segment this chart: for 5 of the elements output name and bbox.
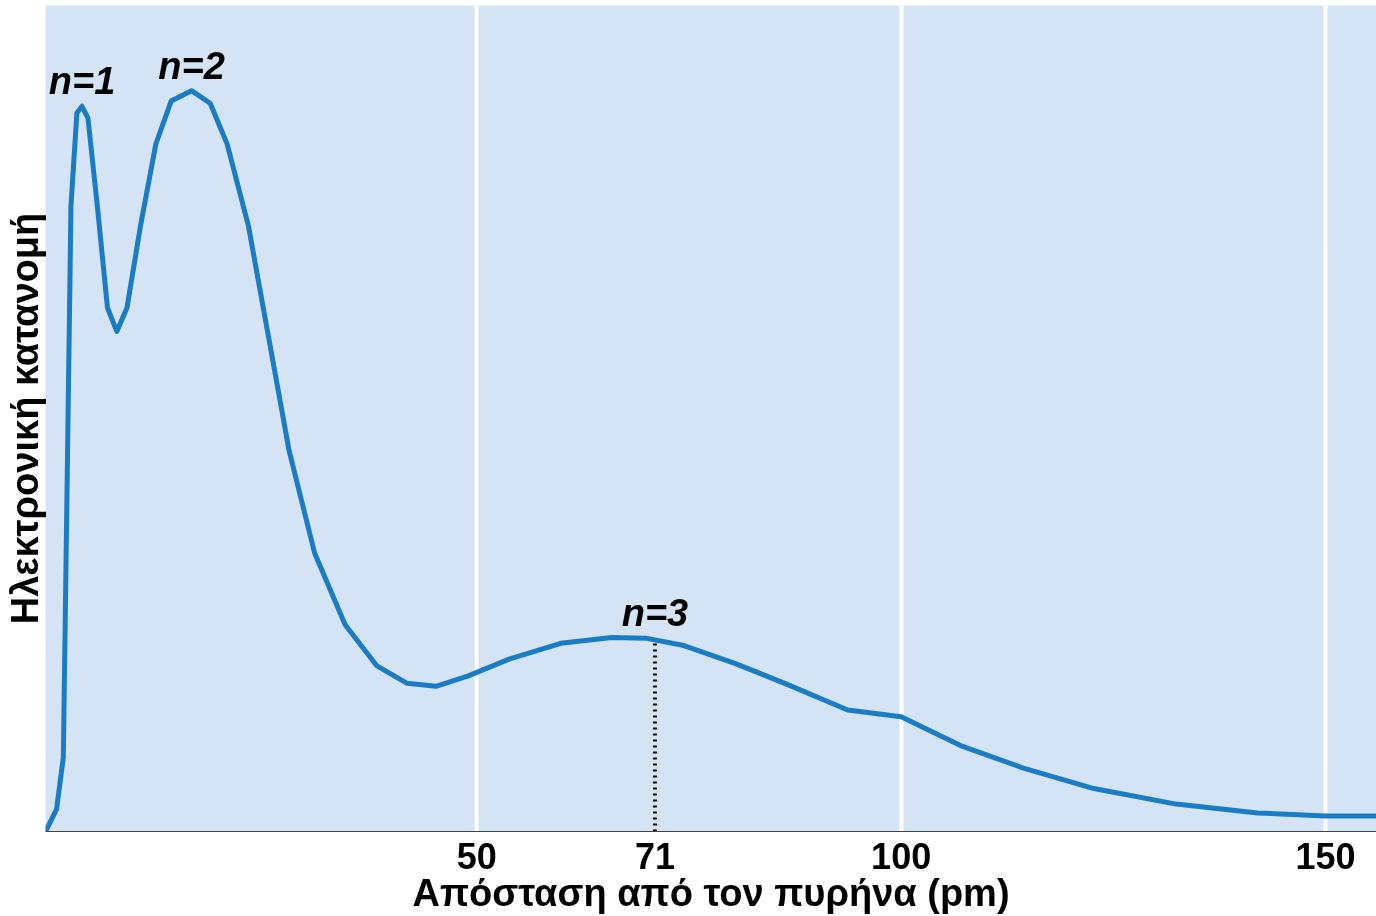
annotation: n=2 xyxy=(158,44,225,87)
annotation: n=3 xyxy=(621,592,689,635)
annotation: n=1 xyxy=(48,60,116,103)
x-tick-label: 150 xyxy=(1295,835,1356,877)
y-axis-title: Ηλεκτρονική κατανομή xyxy=(3,212,46,625)
